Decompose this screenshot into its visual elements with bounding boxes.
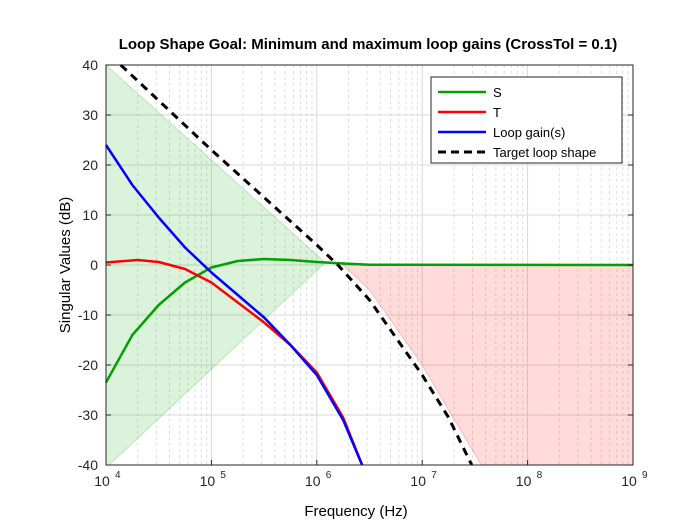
- x-tick-exponent: 5: [220, 470, 226, 481]
- x-tick-exponent: 4: [115, 470, 121, 481]
- x-tick-exponent: 6: [326, 470, 332, 481]
- x-tick-label: 10: [516, 473, 532, 489]
- x-tick-label: 10: [200, 473, 216, 489]
- x-tick-label: 10: [94, 473, 110, 489]
- legend: ST Loop gain(s) Target loop shape: [430, 76, 623, 164]
- legend-label: Target loop shape: [493, 145, 596, 160]
- chart-title: Loop Shape Goal: Minimum and maximum loo…: [119, 36, 618, 53]
- y-tick-label: 0: [90, 257, 98, 273]
- y-tick-label: -30: [78, 407, 98, 423]
- y-axis-label: Singular Values (dB): [57, 197, 74, 333]
- series-t: [105, 258, 364, 466]
- y-tick-label: -20: [78, 357, 98, 373]
- y-tick-label: 40: [82, 57, 98, 73]
- x-tick-exponent: 7: [431, 470, 437, 481]
- x-tick-exponent: 9: [642, 470, 648, 481]
- series-loop-gain-s-: [104, 144, 364, 466]
- x-tick-label: 10: [410, 473, 426, 489]
- y-tick-label: 20: [82, 157, 98, 173]
- legend-label: Loop gain(s): [493, 125, 565, 140]
- x-tick-label: 10: [305, 473, 321, 489]
- series-s: [104, 257, 634, 384]
- y-tick-label: 30: [82, 107, 98, 123]
- legend-label: S: [493, 85, 502, 100]
- x-tick-exponent: 8: [537, 470, 543, 481]
- x-axis-label: Frequency (Hz): [304, 503, 407, 520]
- min-gain-region: [105, 63, 326, 466]
- x-tick-label: 10: [621, 473, 637, 489]
- legend-label: T: [493, 105, 501, 120]
- y-tick-label: 10: [82, 207, 98, 223]
- series-target-loop-shape: [119, 63, 474, 466]
- y-tick-label: -40: [78, 457, 98, 473]
- y-tick-label: -10: [78, 307, 98, 323]
